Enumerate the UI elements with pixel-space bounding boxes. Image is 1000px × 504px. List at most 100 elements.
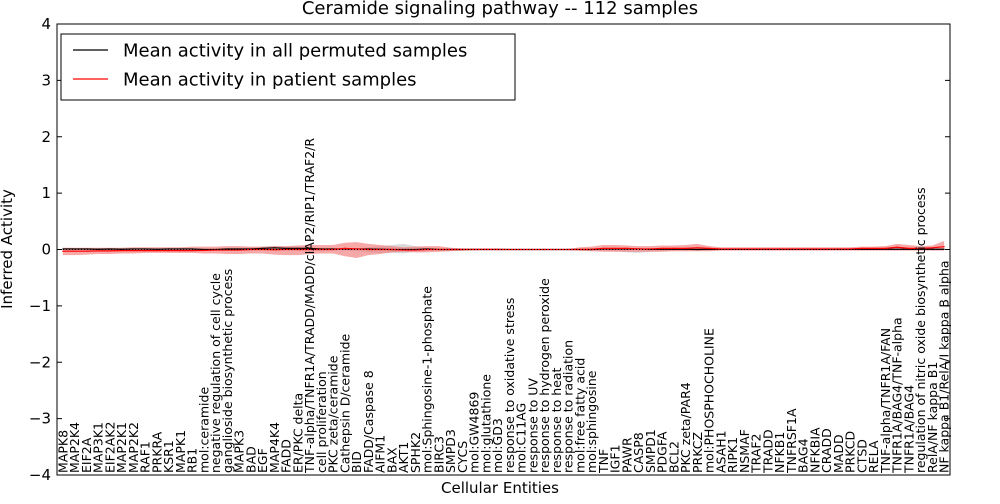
y-tick-label: −1 <box>29 297 51 315</box>
data-point <box>391 248 393 251</box>
x-tick-label: regulation of nitric oxide biosynthetic … <box>913 187 928 473</box>
data-point <box>696 248 698 251</box>
data-point <box>661 247 663 249</box>
data-point <box>367 248 369 251</box>
data-point <box>943 248 945 250</box>
data-point <box>779 248 781 250</box>
x-tick-label: mol:GW4869 <box>467 392 482 473</box>
data-point <box>132 250 134 252</box>
data-point <box>826 248 828 250</box>
data-point <box>62 250 64 252</box>
x-tick-label: RB1 <box>185 448 200 473</box>
x-tick-label: TNF-alpha/TNFR1A/TRADD/MADD/cIAP2/RIP1/T… <box>302 138 317 474</box>
x-tick-label: mol:sphingosine <box>584 370 599 473</box>
x-tick-label: FADD/Caspase 8 <box>361 370 376 473</box>
x-tick-label: RELA <box>866 440 881 473</box>
legend: Mean activity in all permuted samples Me… <box>60 33 516 101</box>
x-tick-label: mol:ceramide <box>196 387 211 473</box>
x-tick-label: mol:glutathione <box>478 374 493 473</box>
x-tick-label: SMPD1 <box>643 429 658 473</box>
x-tick-label: response to heat <box>549 367 564 473</box>
data-point <box>802 248 804 250</box>
data-point <box>215 249 217 251</box>
x-tick-label: CTSD <box>854 439 869 473</box>
x-tick-label: NFKB1 <box>772 432 787 473</box>
data-point <box>262 248 264 251</box>
data-point <box>226 249 228 251</box>
x-tick-label: negative regulation of cell cycle <box>208 273 223 473</box>
data-point <box>614 247 616 249</box>
y-tick-label: 0 <box>41 241 51 259</box>
x-tick-label: TNFR1A/BAG4 <box>901 385 916 474</box>
y-axis-label: Inferred Activity <box>0 189 16 309</box>
data-point <box>497 248 499 251</box>
data-point <box>97 250 99 252</box>
y-tick-label: 2 <box>41 128 51 146</box>
data-point <box>250 248 252 251</box>
x-tick-label: AKT1 <box>396 442 411 473</box>
x-tick-label: PKC zeta/PAR4 <box>678 382 693 473</box>
data-point <box>285 247 287 249</box>
data-point <box>97 248 99 250</box>
y-tick-label: −2 <box>29 353 51 371</box>
y-tick-label: −3 <box>29 410 51 428</box>
x-tick-label: BAG4 <box>796 438 811 473</box>
legend-box <box>60 33 516 101</box>
x-tick-label: TRAF2 <box>749 433 764 474</box>
data-point <box>837 248 839 250</box>
x-tick-label: TRADD <box>760 429 775 474</box>
data-point <box>943 246 945 248</box>
data-point <box>708 247 710 249</box>
x-tick-labels: MAPK8MAP2K4EIF2AMAP3K1EIF2AK2MAP2K1MAP2K… <box>55 138 951 474</box>
x-tick-label: TNFRSF1A <box>784 408 799 474</box>
y-tick-label: 4 <box>41 15 51 33</box>
data-point <box>74 250 76 252</box>
data-point <box>532 248 534 251</box>
x-tick-label: TNF <box>596 449 611 474</box>
x-tick-label: PDGFA <box>655 431 670 473</box>
x-tick-label: SMPD3 <box>443 429 458 473</box>
data-point <box>790 248 792 250</box>
data-point <box>931 248 933 250</box>
data-point <box>238 248 240 250</box>
data-point <box>638 248 640 250</box>
data-point <box>356 248 358 250</box>
data-point <box>626 247 628 249</box>
data-point <box>132 248 134 250</box>
data-point <box>814 248 816 250</box>
data-point <box>85 250 87 252</box>
x-tick-label: BAX <box>384 447 399 473</box>
x-tick-label: PKC zeta/ceramide <box>326 355 341 473</box>
x-tick-label: Cathepsin D/ceramide <box>337 333 352 473</box>
x-tick-label: response to oxidative stress <box>502 298 517 473</box>
x-tick-label: MAP2K1 <box>114 422 129 473</box>
data-point <box>121 248 123 250</box>
x-tick-label: PRKCZ <box>690 432 705 473</box>
x-tick-label: PAWR <box>619 437 634 473</box>
x-tick-label: MAP4K4 <box>267 422 282 473</box>
x-tick-label: mol:free fatty acid <box>572 358 587 473</box>
x-tick-label: FADD <box>279 439 294 473</box>
y-axis: −4 −3 −2 −1 0 1 2 3 4 <box>29 15 950 484</box>
data-point <box>602 247 604 249</box>
x-tick-label: BID <box>349 451 364 473</box>
x-tick-label: PRKCD <box>843 431 858 473</box>
x-tick-label: IGF1 <box>608 444 623 473</box>
x-tick-label: MAPK8 <box>55 430 70 473</box>
data-point <box>884 247 886 249</box>
data-point <box>649 248 651 250</box>
data-point <box>555 248 557 251</box>
x-tick-label: mol:C11AG <box>514 403 529 473</box>
data-point <box>931 247 933 249</box>
data-point <box>896 246 898 248</box>
plot-frame <box>56 23 951 476</box>
x-tick-label: ER/PKC delta <box>290 393 305 473</box>
x-tick-label: SPHK2 <box>408 432 423 473</box>
data-point <box>238 249 240 251</box>
x-tick-label: RAF1 <box>138 441 153 473</box>
data-point <box>297 247 299 249</box>
x-tick-label: PRKRA <box>149 431 164 473</box>
series-lines <box>62 246 945 252</box>
y-tick-label: −4 <box>29 466 51 484</box>
